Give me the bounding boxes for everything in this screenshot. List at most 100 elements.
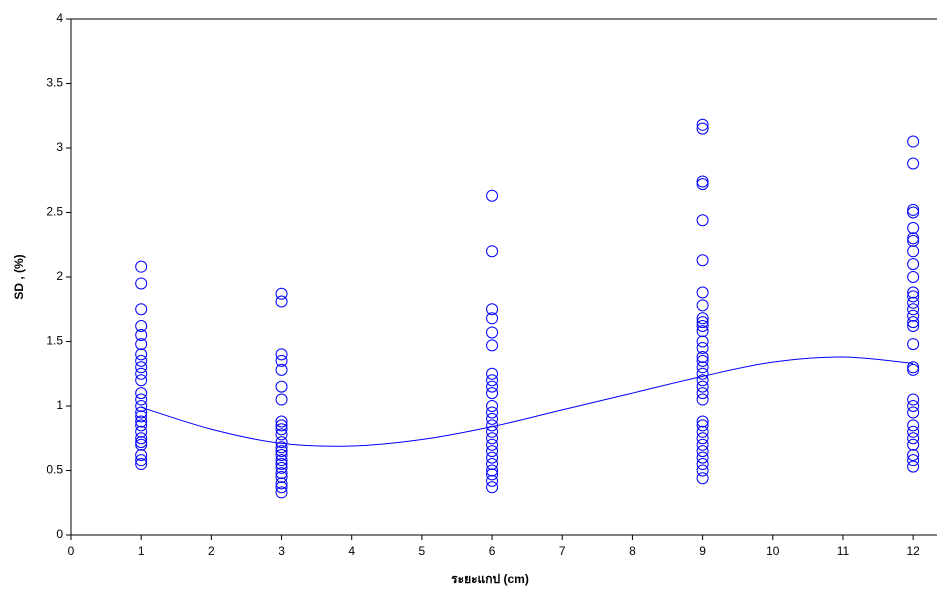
- data-point: [275, 467, 288, 480]
- data-point: [907, 419, 920, 432]
- data-point: [275, 454, 288, 467]
- data-point: [135, 425, 148, 438]
- data-point: [135, 415, 148, 428]
- data-point: [275, 445, 288, 458]
- x-tick-label: 7: [559, 544, 566, 558]
- data-point: [275, 428, 288, 441]
- data-point: [907, 454, 920, 467]
- data-point: [907, 203, 920, 216]
- data-point: [135, 432, 148, 445]
- data-point: [275, 415, 288, 428]
- x-tick-label: 9: [699, 544, 706, 558]
- data-point: [486, 245, 499, 258]
- data-point: [135, 393, 148, 406]
- data-point: [135, 406, 148, 419]
- data-point: [135, 454, 148, 467]
- data-point: [907, 363, 920, 376]
- data-point: [907, 232, 920, 245]
- data-point: [135, 374, 148, 387]
- data-point: [696, 361, 709, 374]
- data-point: [486, 339, 499, 352]
- data-point: [275, 287, 288, 300]
- data-point: [907, 406, 920, 419]
- data-point: [907, 361, 920, 374]
- data-point: [907, 309, 920, 322]
- data-point: [486, 400, 499, 412]
- data-point: [486, 445, 499, 458]
- data-point: [907, 460, 920, 473]
- data-point: [696, 299, 709, 312]
- data-point: [696, 175, 709, 188]
- data-point: [696, 286, 709, 299]
- data-point: [696, 419, 709, 432]
- data-point: [907, 400, 920, 412]
- data-point: [696, 451, 709, 464]
- x-tick-label: 4: [348, 544, 355, 558]
- data-point: [907, 432, 920, 445]
- data-point: [907, 338, 920, 351]
- data-point: [275, 470, 288, 483]
- data-point: [275, 461, 288, 474]
- y-tick-label: 2.5: [46, 205, 63, 219]
- data-point: [275, 419, 288, 432]
- data-point: [696, 472, 709, 485]
- data-point: [135, 277, 148, 290]
- x-tick-label: 6: [489, 544, 496, 558]
- data-point: [696, 425, 709, 438]
- data-point: [275, 486, 288, 499]
- data-point: [907, 316, 920, 329]
- data-point: [907, 157, 920, 170]
- data-point: [696, 445, 709, 458]
- data-point: [907, 245, 920, 258]
- data-point: [486, 387, 499, 400]
- data-point: [135, 260, 148, 273]
- data-point: [486, 326, 499, 339]
- data-point: [696, 214, 709, 227]
- data-point: [275, 436, 288, 449]
- data-point: [696, 325, 709, 338]
- x-tick-label: 11: [837, 544, 850, 558]
- data-point: [486, 380, 499, 393]
- data-point: [696, 341, 709, 354]
- y-tick-label: 4: [56, 11, 63, 25]
- data-point: [696, 380, 709, 393]
- data-point: [696, 458, 709, 471]
- data-point: [696, 374, 709, 387]
- data-point: [275, 380, 288, 393]
- data-point: [135, 436, 148, 449]
- data-point: [907, 271, 920, 283]
- data-point: [696, 350, 709, 363]
- data-point: [696, 464, 709, 477]
- data-point: [275, 354, 288, 367]
- data-point: [486, 412, 499, 425]
- data-point: [486, 438, 499, 451]
- data-point: [907, 206, 920, 219]
- data-point: [696, 254, 709, 267]
- data-point: [135, 449, 148, 462]
- data-point: [486, 474, 499, 487]
- data-point: [486, 406, 499, 419]
- data-point: [135, 354, 148, 367]
- data-point: [275, 423, 288, 436]
- data-point: [486, 189, 499, 202]
- data-point: [696, 432, 709, 445]
- data-point: [275, 449, 288, 462]
- data-point: [907, 296, 920, 309]
- x-tick-label: 10: [766, 544, 780, 558]
- data-point: [696, 438, 709, 451]
- data-point: [135, 458, 148, 471]
- data-point: [486, 367, 499, 380]
- data-point: [135, 348, 148, 361]
- y-tick-label: 3: [56, 140, 63, 154]
- data-point: [135, 410, 148, 423]
- data-point: [275, 481, 288, 494]
- data-point: [275, 363, 288, 376]
- x-axis-label: ระยะแกป (cm): [451, 572, 529, 586]
- data-point: [696, 393, 709, 406]
- data-point: [275, 348, 288, 361]
- y-tick-label: 0: [56, 527, 63, 541]
- data-point: [696, 335, 709, 348]
- data-point: [135, 338, 148, 351]
- data-point: [907, 449, 920, 462]
